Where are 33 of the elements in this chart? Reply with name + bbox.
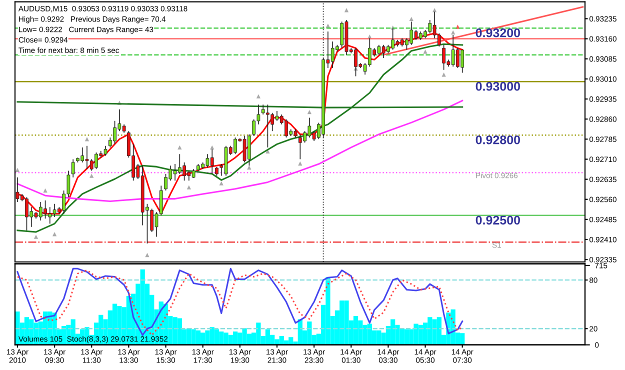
point [307,110,312,114]
bar [196,330,201,345]
bar [265,329,270,345]
point [442,72,446,77]
point [423,50,428,54]
point [84,137,90,142]
bar [353,316,358,345]
point [219,181,224,186]
point [451,30,456,34]
line-series [16,100,464,202]
point [247,165,252,170]
annotation: 0.93000 [476,82,520,91]
bar [214,329,220,345]
point [34,234,38,239]
point [15,168,20,172]
bar [232,332,238,345]
point [344,8,349,12]
point [178,145,182,150]
bar [404,329,410,345]
point [90,174,94,178]
point [145,252,150,258]
point [409,16,414,22]
point [432,8,437,12]
point [210,145,214,150]
point [298,161,302,166]
annotation: 0.92500 [476,216,520,225]
annotation: 0.92800 [476,135,520,144]
candlestick [71,158,75,178]
annotation: 0.93200 [476,28,520,38]
point [256,94,261,98]
point [186,185,192,190]
point [43,188,48,193]
point [52,232,57,236]
